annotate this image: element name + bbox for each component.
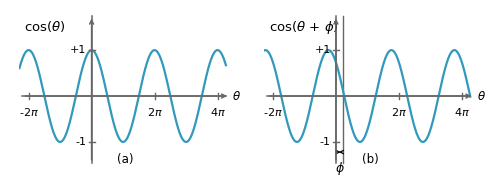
Text: -2$\pi$: -2$\pi$ (18, 106, 38, 118)
Text: -1: -1 (76, 137, 87, 147)
Text: (b): (b) (362, 153, 379, 166)
Text: 4$\pi$: 4$\pi$ (454, 106, 470, 118)
Text: -2$\pi$: -2$\pi$ (263, 106, 283, 118)
Text: +1: +1 (314, 45, 331, 55)
Text: 4$\pi$: 4$\pi$ (209, 106, 226, 118)
Text: +1: +1 (70, 45, 87, 55)
Text: 2$\pi$: 2$\pi$ (147, 106, 162, 118)
Text: 2$\pi$: 2$\pi$ (391, 106, 407, 118)
Text: $\theta$: $\theta$ (232, 90, 242, 103)
Text: (a): (a) (118, 153, 134, 166)
Text: -1: -1 (320, 137, 331, 147)
Text: cos($\theta$): cos($\theta$) (24, 19, 66, 34)
Text: cos($\theta$ + $\phi$): cos($\theta$ + $\phi$) (269, 19, 339, 36)
Text: $\theta$: $\theta$ (477, 90, 486, 103)
Text: $\phi$: $\phi$ (335, 160, 345, 176)
